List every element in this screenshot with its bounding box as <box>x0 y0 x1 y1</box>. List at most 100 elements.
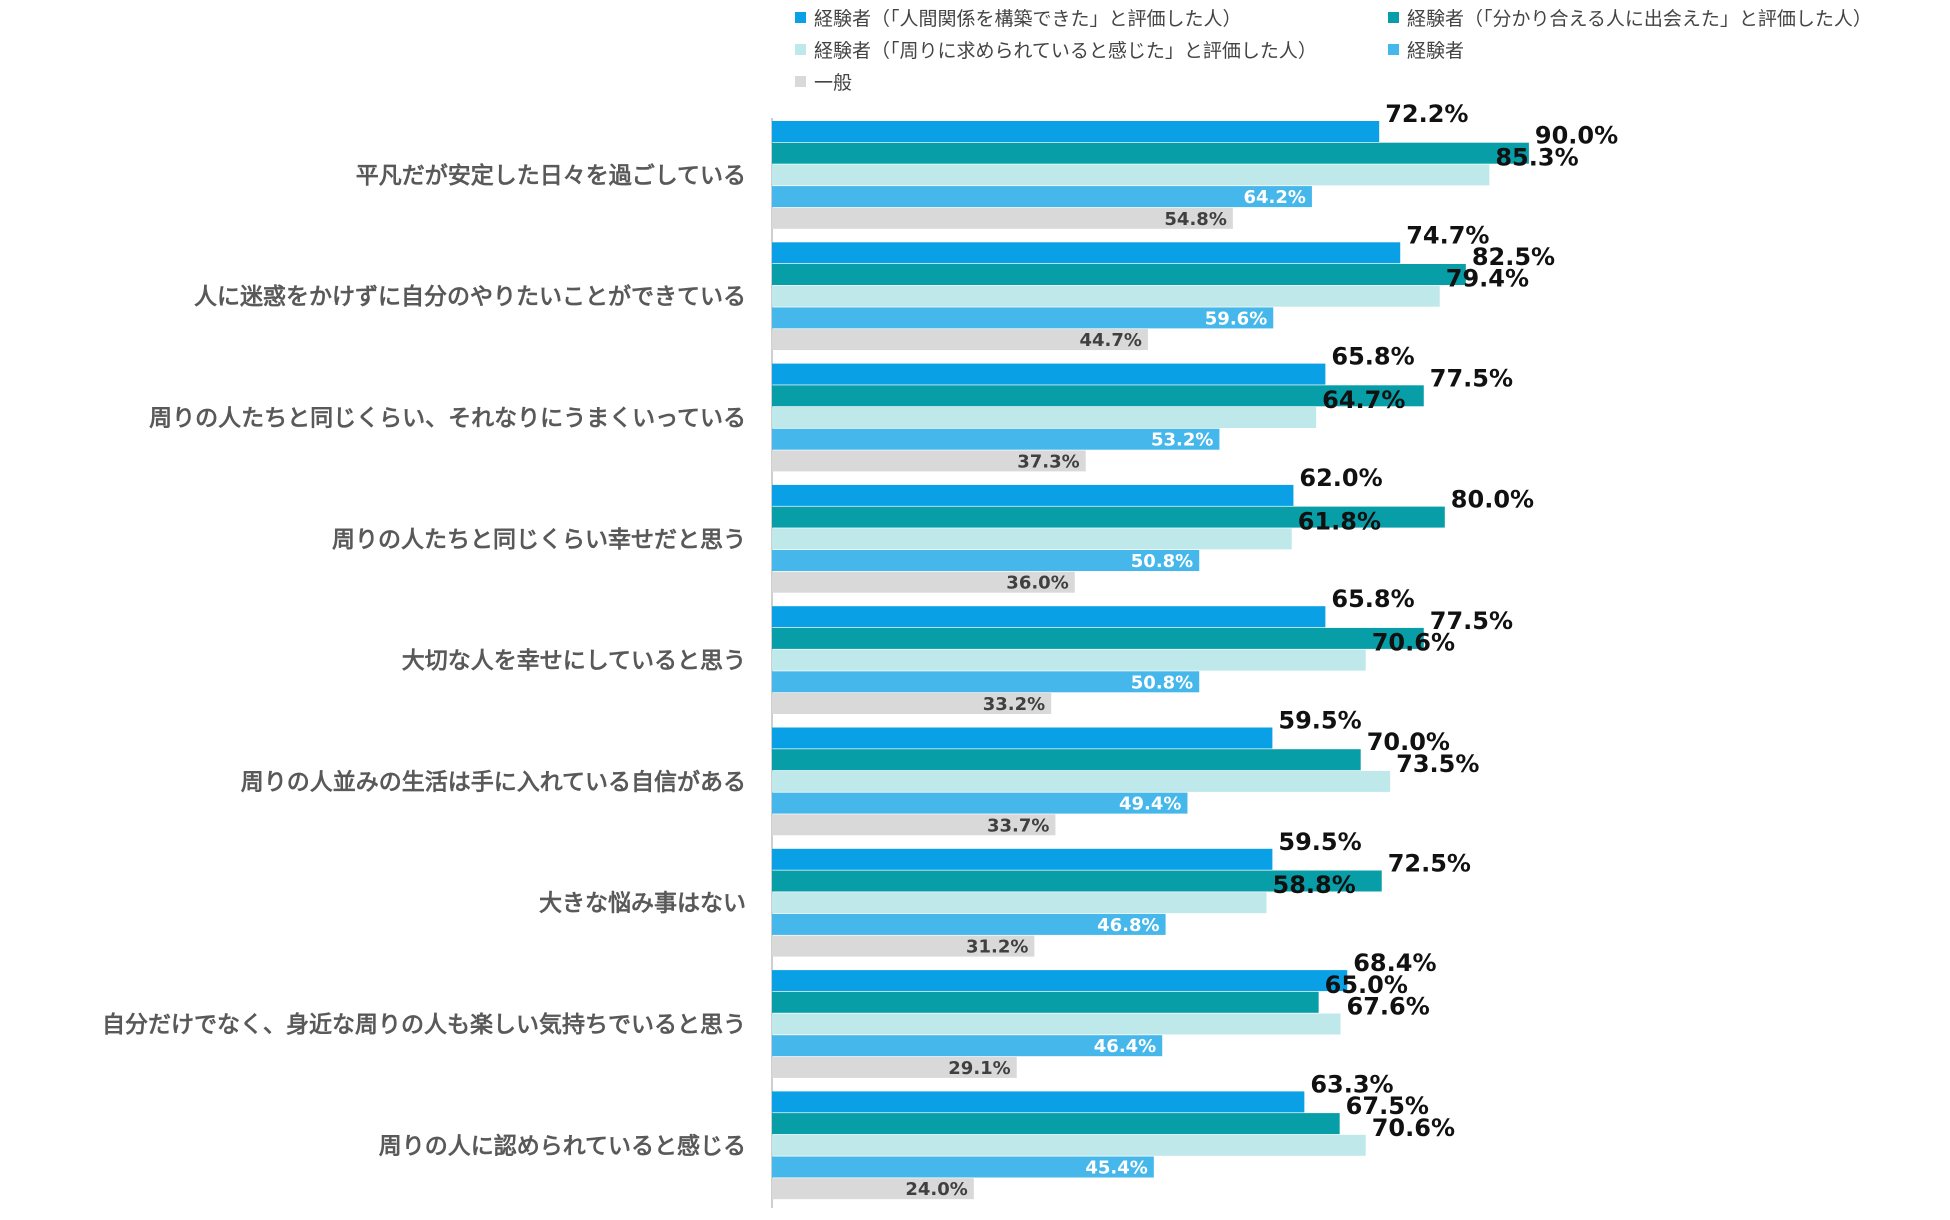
data-label: 63.3% <box>1310 1070 1393 1098</box>
data-label: 90.0% <box>1535 122 1618 150</box>
bar <box>772 627 1424 649</box>
data-label: 65.8% <box>1331 343 1414 371</box>
category-label: 自分だけでなく、身近な周りの人も楽しい気持ちでいると思う <box>102 1011 746 1038</box>
data-label: 61.8% <box>1298 507 1381 535</box>
bar <box>772 848 1273 870</box>
bar <box>772 1113 1340 1135</box>
data-label: 72.2% <box>1385 100 1468 128</box>
data-label: 44.7% <box>1079 330 1141 351</box>
data-label: 82.5% <box>1472 243 1555 271</box>
data-label: 59.5% <box>1278 828 1361 856</box>
bar <box>772 186 1312 208</box>
bar <box>772 649 1366 671</box>
data-label: 59.5% <box>1278 707 1361 735</box>
bar <box>772 1056 1017 1078</box>
bar <box>772 913 1166 935</box>
bar <box>772 814 1056 836</box>
data-label: 79.4% <box>1446 265 1529 293</box>
bar <box>772 792 1188 814</box>
legend-item-general: 一般 <box>795 68 852 95</box>
bar <box>772 329 1148 351</box>
bar <box>772 207 1233 229</box>
data-label: 64.7% <box>1322 386 1405 414</box>
data-label: 80.0% <box>1451 486 1534 514</box>
bar <box>772 991 1319 1013</box>
legend-label: 経験者 <box>1407 40 1465 62</box>
data-label: 29.1% <box>948 1058 1010 1079</box>
data-label: 64.2% <box>1243 187 1305 208</box>
data-label: 74.7% <box>1406 221 1489 249</box>
data-label: 73.5% <box>1396 750 1479 778</box>
bar <box>772 727 1273 749</box>
legend-swatch <box>795 76 806 87</box>
legend-item-needed-by-others: 経験者（「周りに求められていると感じた」と評価した人） <box>795 36 1317 63</box>
legend-label: 経験者（「分かり合える人に出会えた」と評価した人） <box>1407 8 1872 30</box>
bar <box>772 892 1267 914</box>
legend-label: 一般 <box>814 72 853 94</box>
bar <box>772 484 1294 506</box>
bar <box>772 407 1317 428</box>
legend-label: 経験者（「人間関係を構築できた」と評価した人） <box>814 8 1242 30</box>
legend-label: 経験者（「周りに求められていると感じた」と評価した人） <box>814 40 1317 62</box>
data-label: 70.6% <box>1372 629 1455 657</box>
data-label: 36.0% <box>1006 573 1068 594</box>
category-label: 人に迷惑をかけずに自分のやりたいことができている <box>194 283 746 310</box>
bar <box>772 142 1529 164</box>
bar <box>772 693 1052 714</box>
category-label: 周りの人たちと同じくらい幸せだと思う <box>332 527 746 553</box>
bar <box>772 242 1401 264</box>
category-label: 大きな悩み事はない <box>539 891 746 917</box>
bar <box>772 450 1086 472</box>
data-label: 58.8% <box>1273 871 1356 899</box>
data-label: 67.5% <box>1346 1092 1429 1120</box>
data-label: 31.2% <box>966 937 1028 958</box>
bar <box>772 1178 974 1200</box>
legend-swatch <box>1388 12 1399 23</box>
bar <box>772 606 1326 628</box>
bar <box>772 164 1490 186</box>
bar-marks: 平凡だが安定した日々を過ごしている 72.2% 90.0%85.3% 64.2% 54.… <box>102 100 1618 1200</box>
data-label: 70.6% <box>1372 1114 1455 1142</box>
bar <box>772 550 1200 571</box>
bar <box>772 121 1380 142</box>
bar <box>772 1134 1366 1156</box>
bar <box>772 749 1361 771</box>
data-label: 65.8% <box>1331 585 1414 613</box>
data-label: 72.5% <box>1388 850 1471 878</box>
bar <box>772 528 1292 550</box>
legend-item-relationship-built: 経験者（「人間関係を構築できた」と評価した人） <box>795 4 1242 31</box>
data-label: 68.4% <box>1353 949 1436 977</box>
data-label: 70.0% <box>1367 728 1450 756</box>
data-label: 33.2% <box>983 694 1045 715</box>
category-label: 周りの人たちと同じくらい、それなりにうまくいっている <box>149 406 746 432</box>
bar <box>772 264 1466 285</box>
legend-swatch <box>795 44 806 55</box>
bar <box>772 671 1200 693</box>
bar <box>772 428 1220 450</box>
legend-swatch <box>795 12 806 23</box>
data-label: 50.8% <box>1131 672 1193 693</box>
data-label: 65.0% <box>1325 971 1408 999</box>
bar <box>772 307 1274 329</box>
category-label: 平凡だが安定した日々を過ごしている <box>356 162 746 189</box>
bar <box>772 870 1382 892</box>
category-label: 周りの人に認められていると感じる <box>379 1132 746 1159</box>
data-label: 50.8% <box>1131 551 1193 572</box>
data-label: 77.5% <box>1430 364 1513 392</box>
legend-item-experienced: 経験者 <box>1388 36 1464 63</box>
legend-swatch <box>1388 44 1399 55</box>
bar <box>772 1091 1305 1113</box>
bar <box>772 1013 1341 1035</box>
data-label: 49.4% <box>1119 794 1181 815</box>
bar <box>772 935 1035 957</box>
data-label: 85.3% <box>1495 143 1578 171</box>
data-label: 54.8% <box>1164 209 1226 230</box>
data-label: 46.4% <box>1094 1036 1156 1057</box>
bar <box>772 1035 1163 1057</box>
category-label: 大切な人を幸せにしていると思う <box>402 648 746 674</box>
bar <box>772 970 1348 992</box>
bar <box>772 1156 1154 1178</box>
data-label: 77.5% <box>1430 607 1513 635</box>
data-label: 24.0% <box>905 1179 967 1200</box>
